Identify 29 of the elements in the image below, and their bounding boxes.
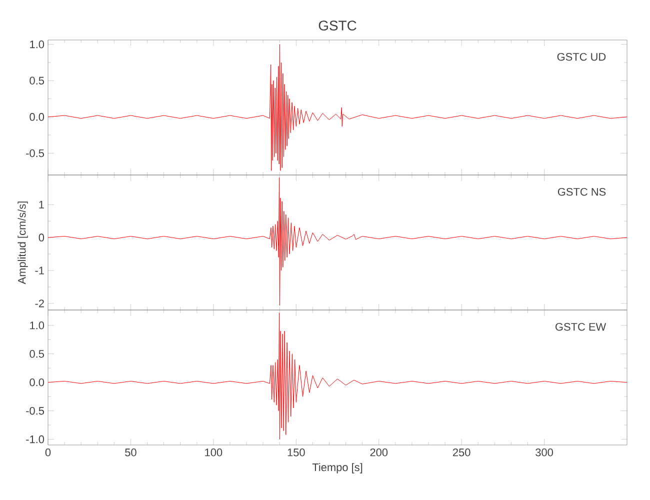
- line-series: [48, 44, 628, 171]
- y-tick-label: 1: [39, 200, 44, 208]
- y-tick-label: -2: [35, 300, 44, 308]
- y-tick-label: 0.0: [30, 113, 44, 121]
- x-tick-label: 200: [370, 448, 388, 456]
- y-tick-label: -0.5: [26, 406, 44, 415]
- annotation: GSTC UD: [557, 52, 606, 61]
- y-tick-label: -0.5: [26, 149, 44, 158]
- y-tick-label: 0.5: [30, 350, 44, 358]
- line-series: [48, 312, 628, 440]
- annotation: GSTC NS: [558, 188, 606, 196]
- y-tick-label: 0.0: [30, 378, 44, 386]
- y-tick-label: 0: [38, 234, 44, 242]
- line-series: [48, 177, 628, 306]
- y-tick-label: -1.0: [26, 435, 44, 444]
- x-tick-label: 100: [205, 448, 222, 456]
- y-tick-label: 1.0: [30, 40, 44, 48]
- x-axis-title: Tiempo [s]: [312, 463, 362, 474]
- x-tick-label: 250: [452, 448, 470, 456]
- y-tick-label: 1.0: [30, 322, 44, 330]
- x-tick-label: 300: [536, 448, 553, 456]
- y-tick-label: -1: [35, 266, 44, 274]
- y-axis-title: Amplitud [cm/s/s]: [18, 202, 28, 284]
- x-tick-label: 50: [125, 448, 136, 456]
- x-tick-label: 150: [288, 448, 305, 456]
- x-tick-label: 0: [45, 448, 51, 456]
- annotation: GSTC EW: [556, 322, 606, 331]
- chart-title: GSTC: [318, 20, 356, 31]
- y-tick-label: 0.5: [30, 76, 44, 85]
